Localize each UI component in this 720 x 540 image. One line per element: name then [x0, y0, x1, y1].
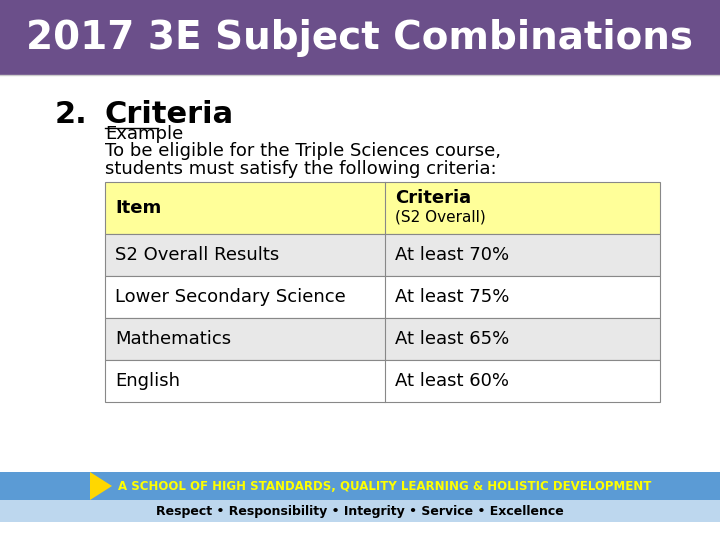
Text: Respect • Responsibility • Integrity • Service • Excellence: Respect • Responsibility • Integrity • S…	[156, 504, 564, 517]
Text: English: English	[115, 372, 180, 390]
Text: Lower Secondary Science: Lower Secondary Science	[115, 288, 346, 306]
Text: S2 Overall Results: S2 Overall Results	[115, 246, 279, 264]
Text: Criteria: Criteria	[395, 189, 471, 207]
FancyBboxPatch shape	[105, 318, 660, 360]
Text: 2017 3E Subject Combinations: 2017 3E Subject Combinations	[27, 19, 693, 57]
Text: To be eligible for the Triple Sciences course,: To be eligible for the Triple Sciences c…	[105, 142, 501, 160]
FancyBboxPatch shape	[0, 500, 720, 522]
Text: Example: Example	[105, 125, 184, 143]
Text: At least 60%: At least 60%	[395, 372, 509, 390]
Text: At least 70%: At least 70%	[395, 246, 509, 264]
FancyBboxPatch shape	[0, 472, 720, 500]
Text: Criteria: Criteria	[105, 100, 234, 129]
Text: (S2 Overall): (S2 Overall)	[395, 210, 486, 225]
Text: 2.: 2.	[55, 100, 88, 129]
Text: Mathematics: Mathematics	[115, 330, 231, 348]
Text: students must satisfy the following criteria:: students must satisfy the following crit…	[105, 160, 497, 178]
FancyBboxPatch shape	[105, 276, 660, 318]
Text: A SCHOOL OF HIGH STANDARDS, QUALITY LEARNING & HOLISTIC DEVELOPMENT: A SCHOOL OF HIGH STANDARDS, QUALITY LEAR…	[118, 480, 652, 492]
FancyBboxPatch shape	[105, 360, 660, 402]
Text: At least 75%: At least 75%	[395, 288, 509, 306]
Text: At least 65%: At least 65%	[395, 330, 509, 348]
Text: Item: Item	[115, 199, 161, 217]
Polygon shape	[90, 472, 112, 500]
FancyBboxPatch shape	[105, 234, 660, 276]
FancyBboxPatch shape	[0, 0, 720, 75]
FancyBboxPatch shape	[105, 182, 660, 234]
